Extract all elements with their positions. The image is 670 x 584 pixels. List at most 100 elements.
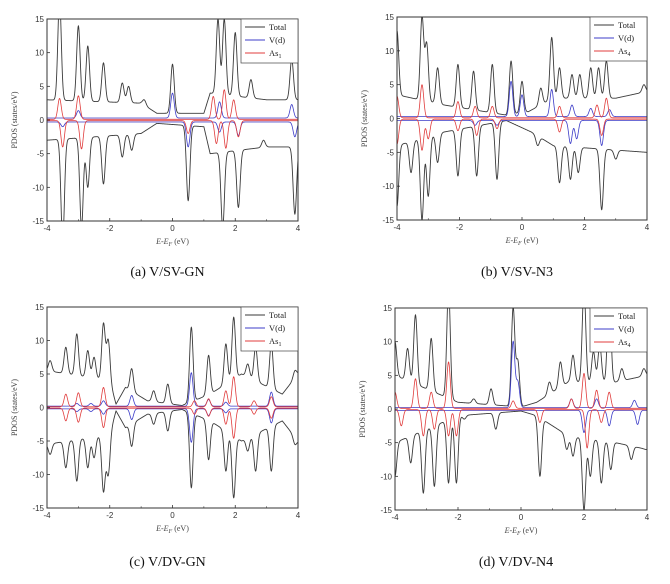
y-tick-label: 0 bbox=[40, 404, 45, 413]
legend-label: Total bbox=[269, 310, 287, 320]
x-tick-label: 4 bbox=[296, 511, 301, 520]
y-axis-label: PDOS (states/eV) bbox=[358, 380, 367, 437]
series-line-as-down bbox=[47, 120, 298, 150]
x-axis-label: E-EF (eV) bbox=[155, 237, 189, 248]
y-tick-label: 10 bbox=[383, 338, 392, 347]
y-tick-label: -10 bbox=[382, 182, 394, 191]
legend-label-main: V(d) bbox=[269, 323, 285, 333]
plot-area bbox=[397, 17, 647, 220]
series-line-as-down bbox=[47, 407, 298, 439]
series-line-vd-down bbox=[47, 121, 298, 148]
series-line-total-down bbox=[47, 409, 298, 499]
series-line-as-up bbox=[47, 376, 298, 408]
legend-label-main: V(d) bbox=[269, 35, 285, 45]
legend-label: V(d) bbox=[618, 324, 634, 334]
panel-caption: (b) V/SV-N3 bbox=[481, 265, 553, 280]
series-line-total-down bbox=[47, 122, 298, 221]
y-tick-label: 0 bbox=[388, 405, 393, 414]
series-line-vd-up bbox=[47, 92, 298, 119]
legend-label-sub: 1 bbox=[278, 342, 281, 348]
series-line-total-down bbox=[397, 120, 647, 220]
y-axis-label: PDOS (states/eV) bbox=[360, 90, 369, 147]
legend-label: As4 bbox=[618, 46, 630, 58]
legend-box bbox=[589, 16, 648, 62]
legend-label-sub: 4 bbox=[627, 343, 630, 349]
x-axis-label-main: E-E bbox=[504, 526, 518, 535]
series-line-vd-up bbox=[47, 372, 298, 407]
y-tick-label: -5 bbox=[37, 150, 45, 159]
x-tick-label: -4 bbox=[43, 511, 51, 520]
y-tick-label: 10 bbox=[385, 47, 394, 56]
legend-box bbox=[589, 307, 648, 353]
x-tick-label: 4 bbox=[645, 223, 650, 232]
y-tick-label: 10 bbox=[35, 49, 44, 58]
legend-label-main: Total bbox=[269, 310, 287, 320]
legend-box bbox=[240, 18, 299, 64]
series-line-vd-down bbox=[397, 120, 647, 146]
series-line-as-up bbox=[397, 84, 647, 119]
pdos-panel-c: -4 -2 0 2 4 -15 -10 -5 0 5 10 15 E-EF (eV) PDOS (stat… bbox=[10, 303, 301, 570]
x-axis-label-unit: (eV) bbox=[521, 526, 538, 535]
y-tick-label: -10 bbox=[32, 183, 44, 192]
x-axis-label-unit: (eV) bbox=[522, 236, 539, 245]
x-tick-label: 0 bbox=[520, 223, 525, 232]
y-tick-label: 5 bbox=[40, 370, 45, 379]
series-line-total-up bbox=[47, 19, 298, 114]
pdos-panel-b: -4 -2 0 2 4 -15 -10 -5 0 5 10 15 E-EF (eV) PDOS (stat… bbox=[360, 13, 650, 280]
y-tick-label: 15 bbox=[35, 15, 44, 24]
legend-label-main: V(d) bbox=[618, 33, 634, 43]
y-tick-label: -10 bbox=[380, 472, 392, 481]
y-tick-label: 0 bbox=[40, 116, 45, 125]
legend-label-main: Total bbox=[269, 22, 287, 32]
series-line-as-down bbox=[397, 118, 647, 151]
panel-caption: (c) V/DV-GN bbox=[129, 555, 206, 570]
series-line-total-up bbox=[395, 308, 647, 407]
legend-label: Total bbox=[618, 20, 636, 30]
legend-label-main: As bbox=[618, 46, 627, 56]
legend-label-sub: 4 bbox=[627, 52, 630, 58]
series-line-total-down bbox=[395, 410, 647, 510]
legend-label-main: V(d) bbox=[618, 324, 634, 334]
x-tick-label: 0 bbox=[170, 511, 175, 520]
y-tick-label: 10 bbox=[35, 337, 44, 346]
x-tick-label: 0 bbox=[519, 513, 524, 522]
y-tick-label: -15 bbox=[32, 217, 44, 226]
x-axis-label-sub: F bbox=[168, 242, 173, 248]
y-tick-label: 15 bbox=[383, 304, 392, 313]
y-tick-label: -15 bbox=[382, 216, 394, 225]
x-axis-label-main: E-E bbox=[155, 237, 169, 246]
y-tick-label: -5 bbox=[385, 439, 393, 448]
x-tick-label: -2 bbox=[106, 511, 114, 520]
legend-label-main: As bbox=[269, 336, 278, 346]
legend-label-main: As bbox=[618, 337, 627, 347]
series-line-as-down bbox=[395, 409, 647, 449]
legend-label-sub: 1 bbox=[278, 54, 281, 60]
x-axis-label-main: E-E bbox=[155, 524, 169, 533]
x-tick-label: -2 bbox=[106, 224, 114, 233]
x-tick-label: -2 bbox=[454, 513, 462, 522]
series-line-vd-up bbox=[397, 80, 647, 117]
y-tick-label: 15 bbox=[385, 13, 394, 22]
panel-caption: (d) V/DV-N4 bbox=[479, 555, 553, 570]
x-tick-label: 2 bbox=[233, 224, 238, 233]
x-tick-label: -4 bbox=[43, 224, 51, 233]
x-axis-label: E-EF (eV) bbox=[504, 526, 538, 537]
y-tick-label: -5 bbox=[387, 148, 395, 157]
x-tick-label: 0 bbox=[170, 224, 175, 233]
x-tick-label: 2 bbox=[582, 223, 587, 232]
x-axis-label-sub: F bbox=[517, 241, 522, 247]
legend-label: V(d) bbox=[618, 33, 634, 43]
panel-caption: (a) V/SV-GN bbox=[130, 265, 204, 280]
legend-label: As1 bbox=[269, 48, 281, 60]
legend-label: V(d) bbox=[269, 323, 285, 333]
x-axis-label-sub: F bbox=[168, 529, 173, 535]
legend-label: Total bbox=[618, 311, 636, 321]
y-tick-label: 5 bbox=[388, 371, 393, 380]
pdos-panel-a: -4 -2 0 2 4 -15 -10 -5 0 5 10 15 E-EF (eV) PDOS (stat… bbox=[10, 15, 301, 280]
plot-area bbox=[47, 19, 298, 221]
legend-label-main: Total bbox=[618, 20, 636, 30]
legend-box bbox=[240, 306, 299, 352]
legend-label: Total bbox=[269, 22, 287, 32]
